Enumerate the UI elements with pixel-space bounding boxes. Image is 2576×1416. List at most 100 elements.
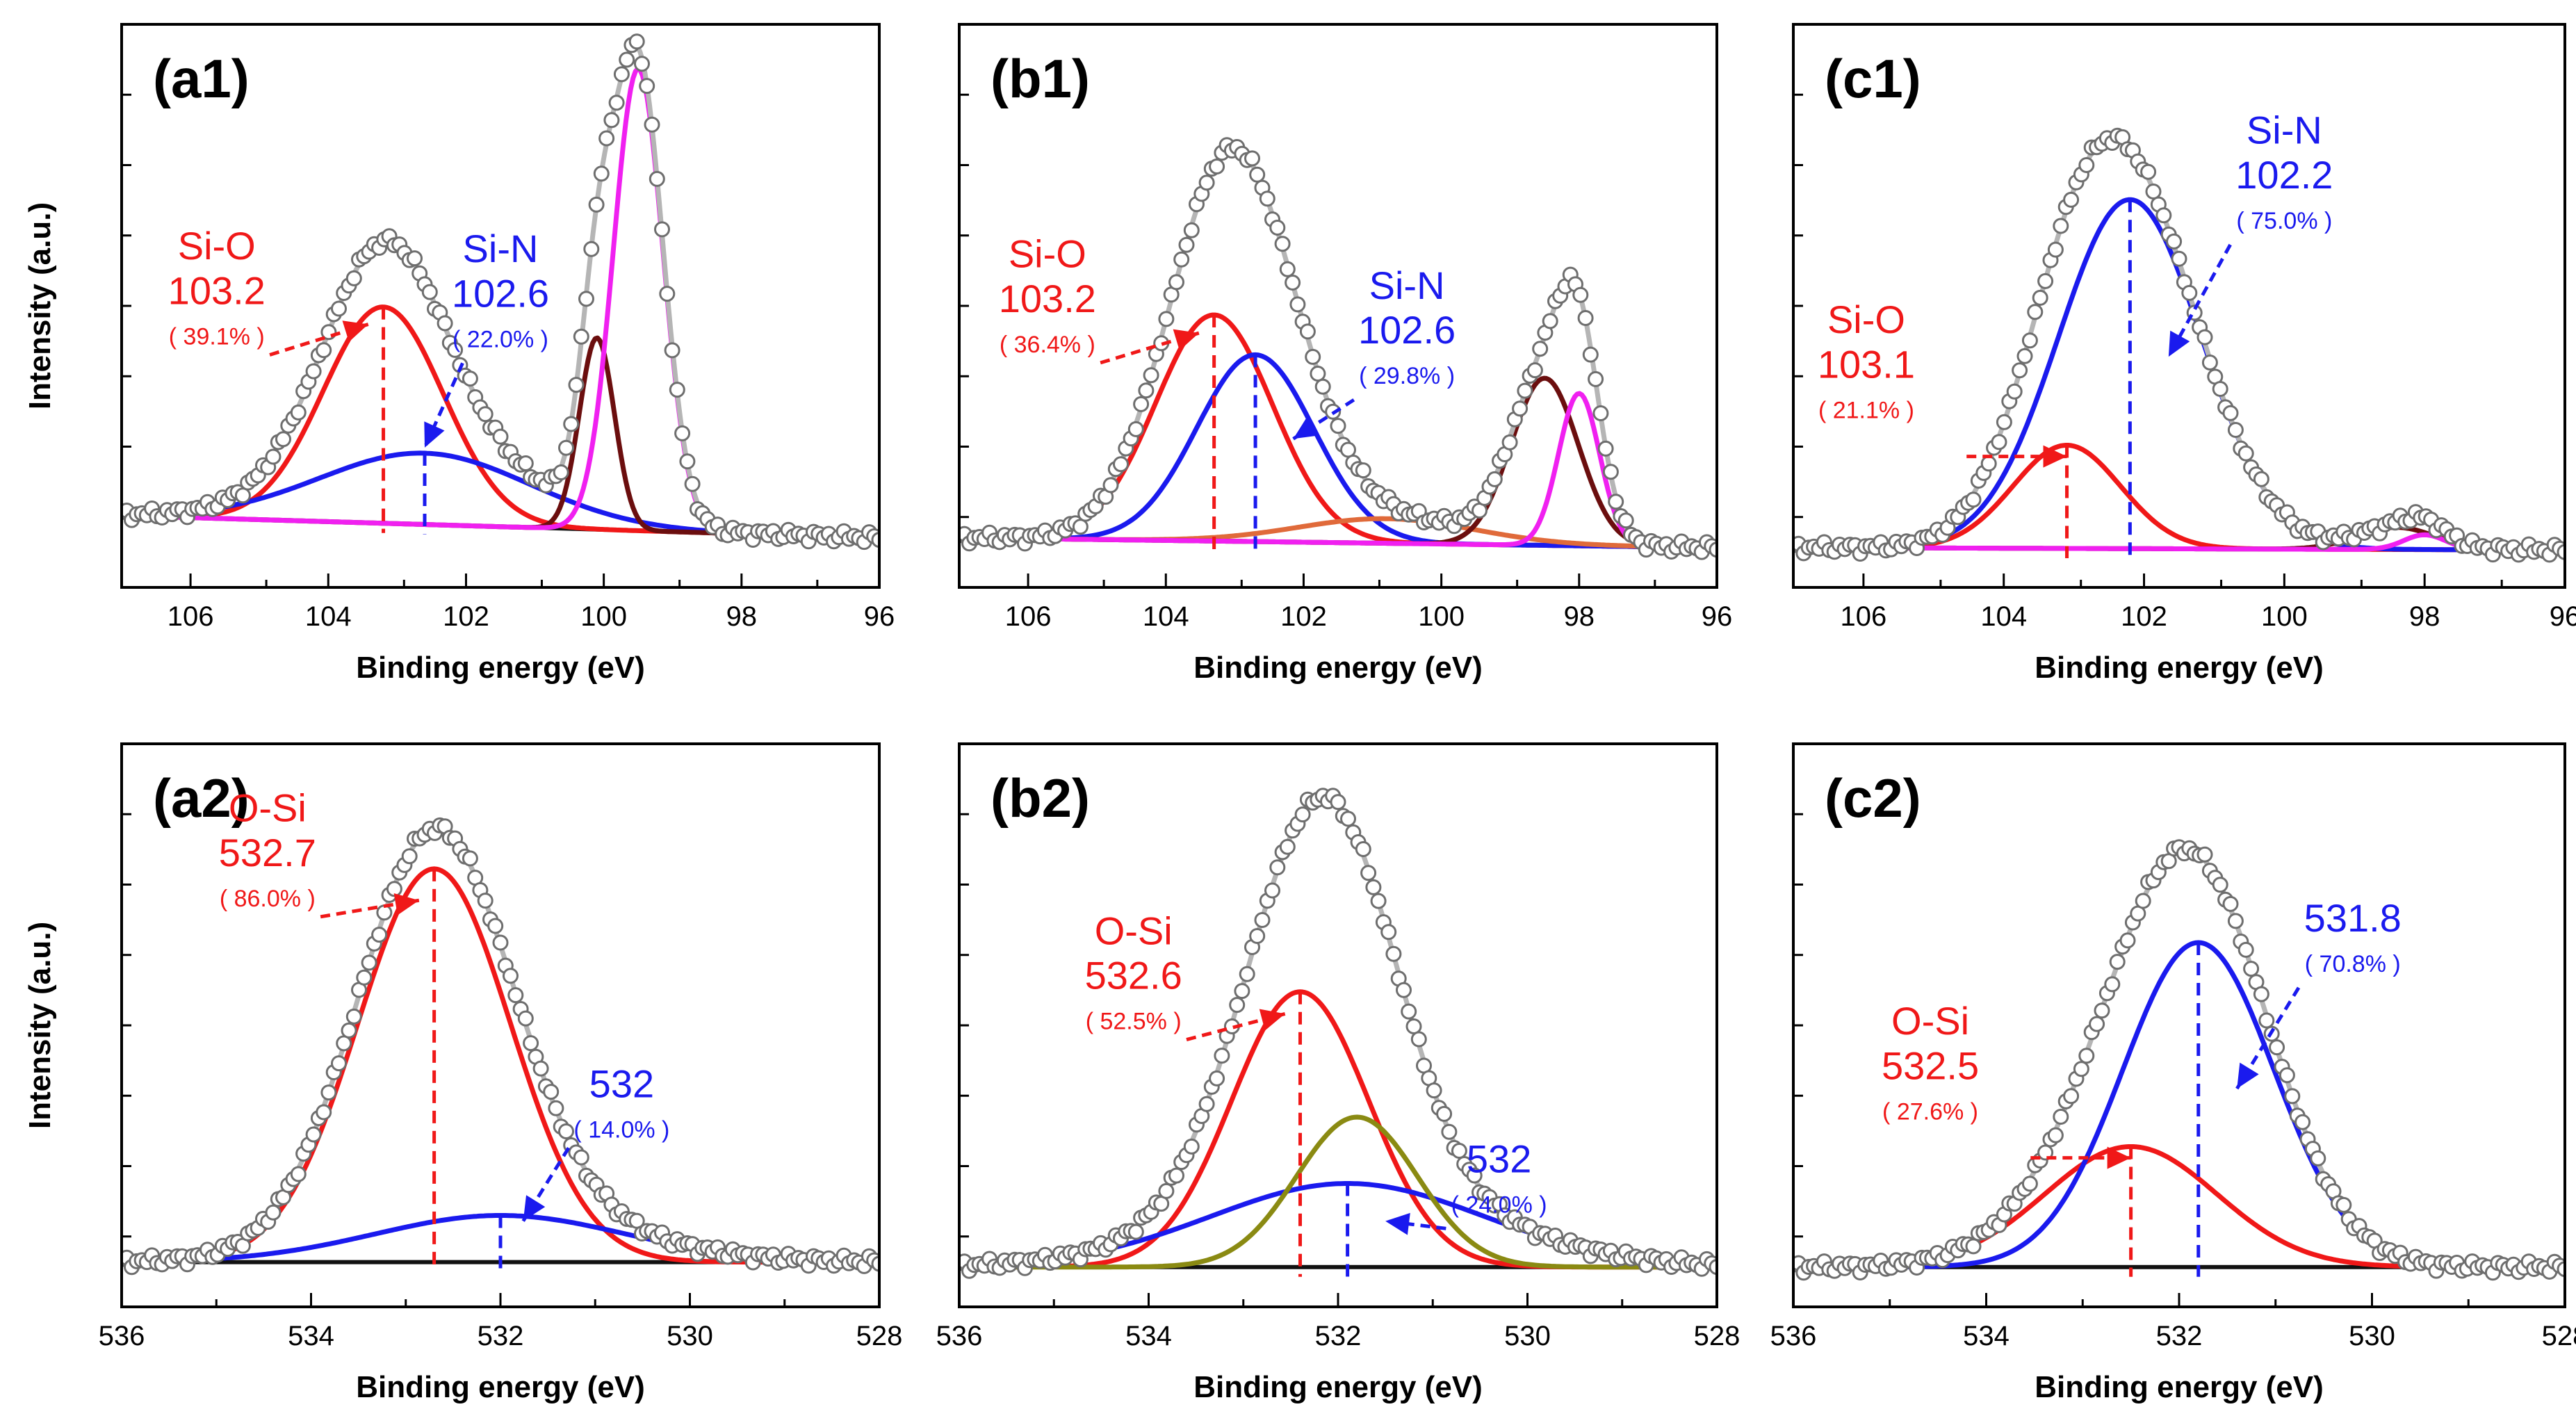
data-point <box>345 270 362 286</box>
data-point <box>684 475 701 492</box>
data-point <box>548 1100 564 1116</box>
data-point <box>1173 251 1190 268</box>
annotation-arrow-head <box>1173 329 1199 351</box>
data-point <box>462 371 478 387</box>
annotation-label: O-Si <box>1891 999 1969 1043</box>
data-point <box>507 987 524 1004</box>
annotation-arrow-head <box>342 320 368 342</box>
x-tick-label: 96 <box>864 601 895 632</box>
data-point <box>2253 986 2269 1002</box>
data-point <box>2335 1196 2352 1213</box>
data-point <box>1385 945 1402 962</box>
annotation-value: 531.8 <box>2304 896 2402 940</box>
data-point <box>1996 414 2012 430</box>
data-point <box>1582 346 1599 363</box>
data-point <box>679 453 696 470</box>
data-point <box>1517 382 1533 399</box>
data-point <box>871 1255 878 1272</box>
data-point <box>2053 1109 2069 1125</box>
x-tick-label: 534 <box>1125 1321 1172 1351</box>
data-point <box>2253 471 2269 487</box>
data-point <box>1380 924 1397 941</box>
experimental-points <box>123 817 878 1276</box>
data-point <box>371 927 388 943</box>
annotation-percent: ( 75.0% ) <box>2236 208 2332 234</box>
data-point <box>361 954 377 971</box>
data-point <box>2284 1088 2301 1105</box>
data-point <box>477 406 494 423</box>
data-point <box>2294 1114 2311 1130</box>
data-point <box>1396 982 1412 998</box>
data-point <box>2557 544 2563 560</box>
data-point <box>2094 1002 2110 1019</box>
data-point <box>532 1060 549 1077</box>
x-tick-label: 104 <box>1980 601 2027 632</box>
annotation-arrow-head <box>523 1195 546 1221</box>
data-point <box>634 56 650 72</box>
data-point <box>1305 348 1321 365</box>
annotation-label: Si-N <box>2247 108 2322 152</box>
data-point <box>1214 1048 1230 1064</box>
data-point <box>1410 1031 1427 1048</box>
panel-c1: 106 104 102 100 98 96 Binding energy (eV) (c1) S… <box>1792 23 2576 685</box>
data-point <box>1355 462 1371 479</box>
data-point <box>275 431 291 448</box>
data-point <box>2171 250 2187 267</box>
data-point <box>1244 150 1260 167</box>
x-axis-label: Binding energy (eV) <box>356 1370 645 1404</box>
annotation-value: 102.2 <box>2235 153 2333 197</box>
data-point <box>1451 1143 1467 1159</box>
data-point <box>331 300 347 317</box>
data-point <box>1254 912 1271 928</box>
data-point <box>503 968 519 984</box>
annotation-label: Si-O <box>1827 298 1905 341</box>
annotation-value: 103.1 <box>1818 342 1915 386</box>
data-point <box>437 315 453 332</box>
data-point <box>320 1084 337 1101</box>
data-point <box>1466 1167 1483 1184</box>
panel-label: (c2) <box>1825 767 1921 829</box>
data-point <box>1133 396 1150 412</box>
data-point <box>2078 157 2095 173</box>
plot-area <box>1795 839 2563 1281</box>
x-tick-label: 530 <box>1504 1321 1551 1351</box>
x-tick-label: 536 <box>1770 1321 1817 1351</box>
data-point <box>2063 1088 2080 1105</box>
data-point <box>1269 859 1286 876</box>
component-o-si <box>1795 1144 2563 1270</box>
data-point <box>1441 1123 1458 1140</box>
data-point <box>1602 464 1619 480</box>
data-point <box>2021 1175 2038 1192</box>
annotation-arrow-line <box>1292 398 1355 441</box>
x-tick-label: 102 <box>443 601 489 632</box>
x-tick-label: 530 <box>667 1321 713 1351</box>
data-point <box>1299 323 1316 340</box>
x-tick-label: 532 <box>478 1321 524 1351</box>
data-point <box>265 1204 282 1221</box>
panel-label: (c1) <box>1825 48 1921 109</box>
data-point <box>2109 954 2126 970</box>
data-point <box>558 1123 574 1139</box>
data-point <box>1269 220 1286 236</box>
annotation-value: 532 <box>1467 1137 1531 1180</box>
data-point <box>543 1084 560 1100</box>
data-point <box>1183 222 1200 238</box>
y-axis-label: Intensity (a.u.) <box>23 202 57 409</box>
annotation-percent: ( 29.8% ) <box>1359 363 1455 389</box>
data-point <box>1274 236 1291 252</box>
data-point <box>664 342 680 359</box>
x-tick-label: 528 <box>1694 1321 1741 1351</box>
data-point <box>265 448 282 465</box>
data-point <box>492 934 509 951</box>
data-point <box>568 377 585 393</box>
plot-area <box>961 137 1715 560</box>
data-point <box>578 291 594 307</box>
data-point <box>639 78 655 95</box>
data-point <box>2279 1067 2295 1084</box>
data-point <box>1980 455 1997 472</box>
